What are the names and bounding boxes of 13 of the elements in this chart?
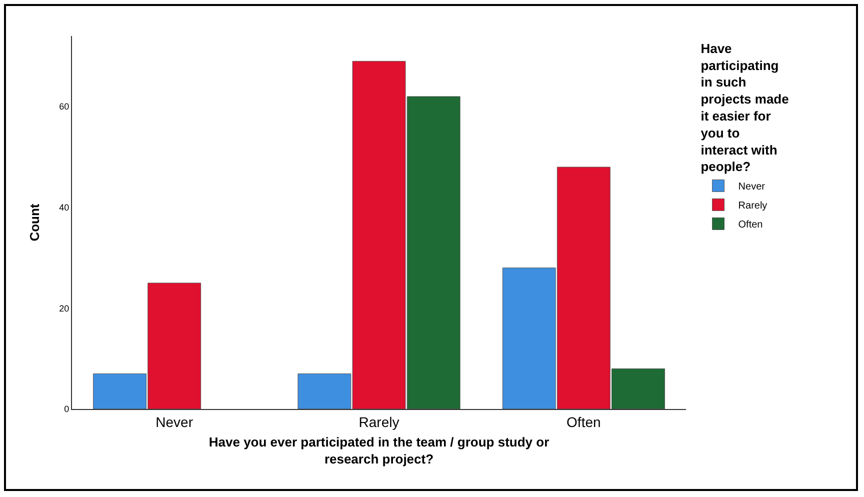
x-tick-label: Often [566,414,601,430]
legend-label: Often [738,220,763,231]
y-tick-label: 20 [59,303,70,314]
y-axis-title: Count [27,203,42,242]
legend-label: Never [738,182,766,193]
y-tick-label: 0 [64,404,70,414]
x-axis-title: Have you ever participated in the team / group study or research project? [208,434,550,466]
x-tick-label: Never [156,414,194,430]
y-tick-label: 60 [59,102,70,112]
y-tick-label: 40 [59,202,70,213]
x-tick-label: Rarely [358,414,400,430]
legend-title: Have participating in such projects made it easier for you to interact with people? [700,40,789,174]
legend-label: Rarely [738,200,768,212]
